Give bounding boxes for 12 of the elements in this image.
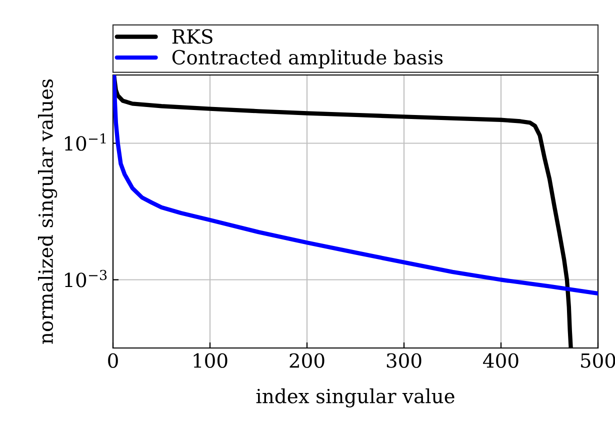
y-axis-title: normalized singular values: [38, 79, 58, 344]
y-tick-label: 10$^{−1}$: [65, 133, 106, 151]
legend-label: RKS: [172, 29, 212, 44]
legend-label: Contracted amplitude basis: [172, 50, 443, 68]
x-tick-label: 400: [483, 353, 518, 368]
x-tick-label: 300: [386, 353, 422, 368]
x-axis-title: index singular value: [256, 388, 454, 408]
y-tick-label: 10$^{−3}$: [65, 270, 107, 288]
x-tick-label: 200: [290, 353, 324, 368]
x-tick-label: 100: [194, 353, 228, 368]
x-tick-label: 500: [581, 353, 615, 368]
x-tick-label: 0: [108, 353, 118, 368]
